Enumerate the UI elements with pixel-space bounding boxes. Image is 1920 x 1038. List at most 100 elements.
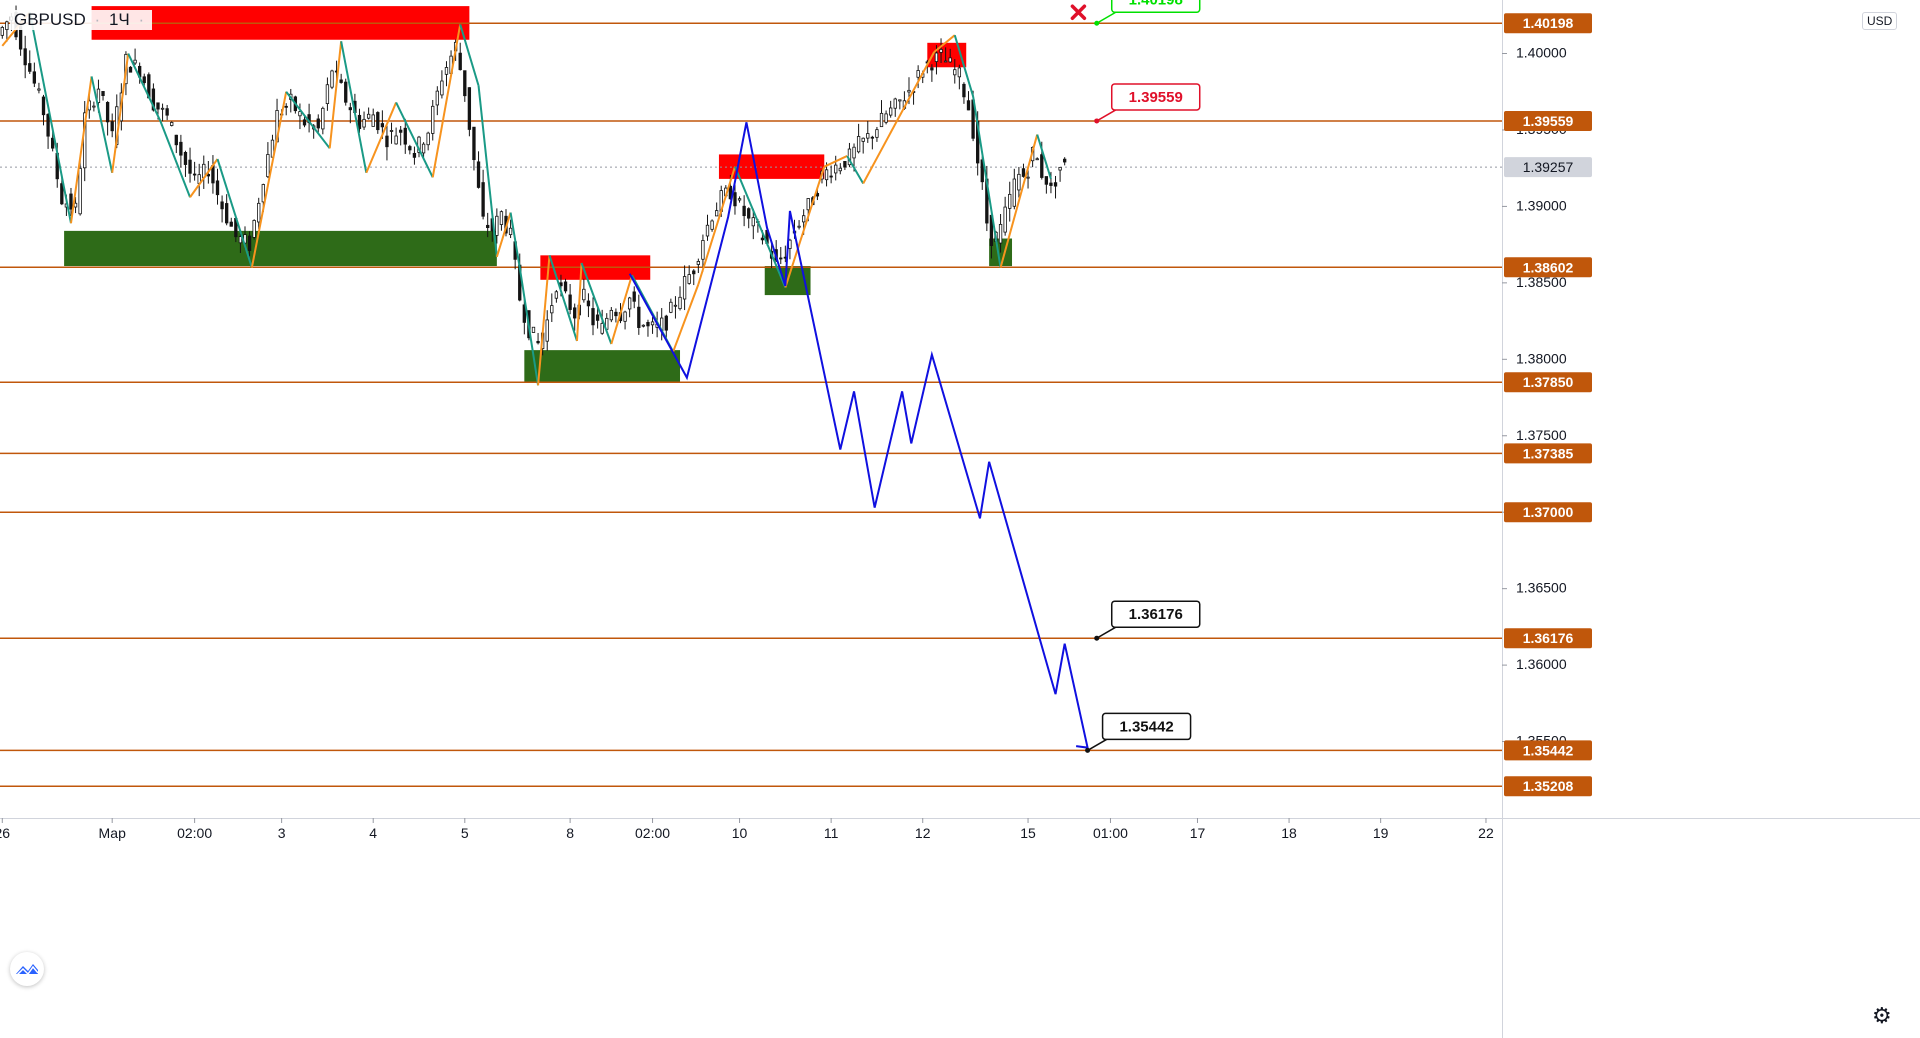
- zigzag-indicator: [1, 11, 1052, 386]
- callout-label: 1.36176: [1129, 606, 1183, 623]
- zigzag-segment: [111, 53, 130, 173]
- candle-body: [394, 135, 398, 145]
- candle-body: [957, 67, 962, 78]
- candle-body: [682, 276, 687, 300]
- candle-body: [545, 319, 549, 342]
- candle-body: [257, 202, 261, 223]
- candle-body: [96, 88, 101, 103]
- zigzag-segment: [610, 274, 633, 345]
- zigzag-segment: [459, 24, 480, 86]
- x-tick-label: 18: [1281, 825, 1297, 841]
- candle-body: [472, 126, 476, 161]
- zigzag-segment: [953, 34, 975, 97]
- candle-body: [151, 88, 156, 111]
- candle-body: [481, 182, 485, 217]
- zigzag-segment: [250, 91, 288, 268]
- symbol-name: GBPUSD: [14, 10, 86, 29]
- currency-button[interactable]: USD: [1862, 12, 1898, 30]
- projection-path: [628, 122, 1089, 749]
- demand-zone: [524, 350, 681, 383]
- callout-anchor: [1094, 20, 1100, 26]
- current-price-tag-label: 1.39257: [1523, 159, 1574, 175]
- level-price-tag-label: 1.40198: [1523, 15, 1574, 31]
- x-tick-label: 02:00: [635, 825, 670, 841]
- candle-body: [380, 123, 385, 128]
- candle-body: [412, 152, 417, 158]
- candle-body: [41, 96, 46, 116]
- y-tick-label: 1.39000: [1516, 197, 1567, 213]
- candle-body: [28, 63, 32, 72]
- candle-body: [179, 141, 183, 156]
- candle-body: [431, 105, 435, 134]
- candle-body: [1040, 154, 1044, 178]
- candle-body: [37, 88, 41, 91]
- price-callouts: 1.40198 1.39559 1.36176 1.35442: [1070, 0, 1201, 753]
- zigzag-segment: [972, 96, 1002, 268]
- candle-body: [51, 137, 55, 149]
- candle-body: [614, 311, 618, 317]
- zigzag-segment: [518, 267, 540, 386]
- candle-body: [78, 168, 82, 215]
- callout-label: 1.39559: [1129, 89, 1183, 106]
- symbol-legend[interactable]: GBPUSD · 1Ч ·: [10, 10, 153, 30]
- candle-body: [486, 224, 490, 229]
- callout-label: 1.35442: [1119, 718, 1173, 735]
- candle-body: [215, 180, 220, 196]
- zigzag-segment: [159, 120, 191, 198]
- candle-body: [399, 129, 403, 133]
- y-tick-label: 1.38500: [1516, 274, 1567, 290]
- candle-body: [696, 261, 700, 265]
- candle-body: [1058, 166, 1062, 171]
- x-tick-label: 8: [566, 825, 574, 841]
- candle-body: [737, 198, 742, 201]
- y-tick-label: 1.36000: [1516, 656, 1567, 672]
- candle-body: [362, 118, 366, 128]
- candle-body: [893, 98, 897, 109]
- candle-body: [907, 89, 911, 93]
- level-price-tag-label: 1.37850: [1523, 374, 1574, 390]
- zigzag-segment: [28, 12, 72, 224]
- zigzag-segment: [823, 155, 848, 168]
- zigzag-segment: [933, 34, 956, 53]
- separator-dot: ·: [94, 10, 101, 29]
- candle-body: [0, 27, 4, 36]
- gear-icon[interactable]: ⚙: [1872, 1003, 1892, 1028]
- level-price-tag-label: 1.35442: [1523, 742, 1574, 758]
- logo-mark-icon: [15, 964, 39, 977]
- callout-label: 1.40198: [1129, 0, 1183, 8]
- zigzag-segment: [548, 255, 578, 342]
- candle-body: [650, 321, 655, 326]
- candle-body: [366, 113, 371, 119]
- candle-body: [692, 270, 696, 275]
- candle-body: [600, 323, 604, 334]
- candle-body: [444, 67, 449, 75]
- candle-body: [728, 185, 733, 200]
- candle-body: [779, 257, 783, 260]
- callout-anchor: [1094, 635, 1100, 641]
- callout-anchor: [1085, 747, 1091, 753]
- candle-body: [252, 220, 256, 238]
- level-price-tag-label: 1.35208: [1523, 778, 1574, 794]
- demand-zone: [64, 230, 497, 267]
- candle-body: [760, 237, 765, 241]
- candle-body: [192, 173, 197, 176]
- candle-body: [348, 107, 352, 111]
- zigzag-segment: [340, 41, 368, 173]
- y-tick-label: 1.38000: [1516, 350, 1567, 366]
- level-price-tag: [1504, 13, 1592, 34]
- separator-dot: ·: [138, 10, 145, 29]
- zigzag-segment: [365, 102, 398, 174]
- candle-body: [609, 309, 613, 321]
- candle-body: [806, 198, 810, 211]
- x-tick-label: 22: [1478, 825, 1494, 841]
- callout-pointer: [1096, 11, 1117, 24]
- zigzag-segment: [216, 158, 253, 268]
- candle-body: [183, 151, 188, 165]
- candle-body: [568, 294, 572, 310]
- candle-body: [1063, 158, 1067, 163]
- zigzag-segment: [697, 166, 736, 285]
- tradingview-logo-icon[interactable]: [10, 952, 44, 986]
- zigzag-segment: [734, 166, 787, 288]
